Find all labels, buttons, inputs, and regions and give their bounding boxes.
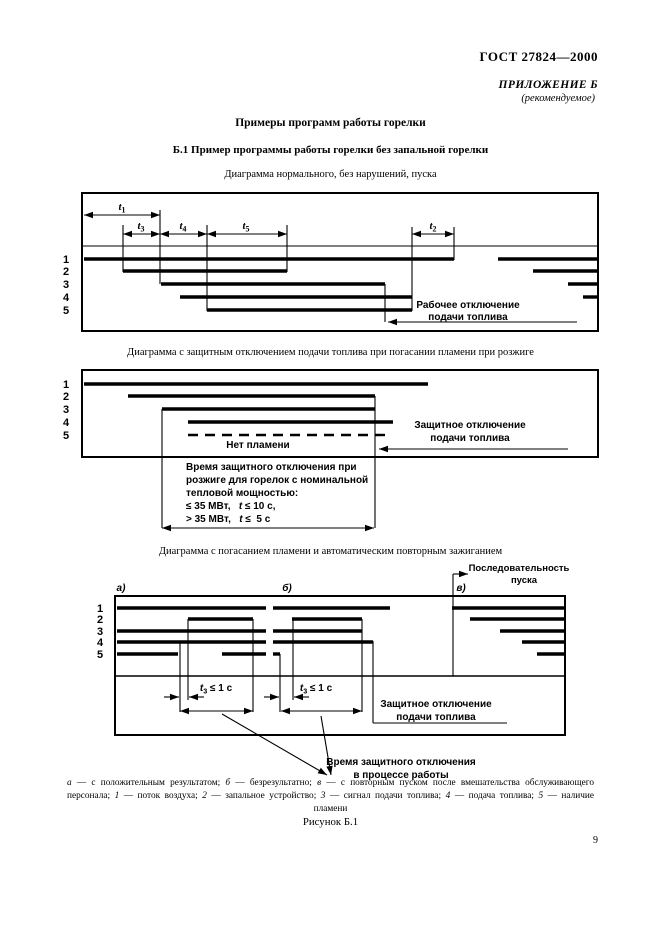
t3-arrow: [294, 693, 309, 701]
row-label-3: 3: [97, 626, 103, 638]
note-line: тепловой мощностью:: [186, 488, 298, 499]
annotation-text: подачи топлива: [428, 312, 508, 323]
appendix-note: (рекомендуемое): [521, 93, 595, 104]
figure-label: Рисунок Б.1: [302, 816, 359, 828]
row-label-5: 5: [63, 430, 69, 442]
shutdown-time-arrow: [180, 707, 253, 715]
row-label-1: 1: [97, 603, 103, 615]
row-label-1: 1: [63, 379, 69, 391]
diagram2-caption: Диаграмма с защитным отключением подачи …: [127, 347, 534, 358]
dim-t4: [160, 230, 207, 238]
row-label-2: 2: [63, 391, 69, 403]
dim-t1: [84, 211, 160, 219]
appendix-label: ПРИЛОЖЕНИЕ Б: [498, 79, 598, 91]
row-label-4: 4: [63, 292, 70, 304]
sequence-arrow: [453, 570, 468, 578]
note-line: ≤ 35 МВт, t ≤ 10 с,: [186, 501, 276, 512]
annotation-text: Рабочее отключение: [416, 299, 520, 311]
annotation-text: Защитное отключение: [380, 699, 492, 710]
t3-label: t3 ≤ 1 с: [200, 683, 233, 696]
row-label-2: 2: [63, 266, 69, 278]
shutdown-time-arrow: [162, 524, 374, 532]
diagram3-box: [114, 595, 566, 736]
diagram1-box: [81, 192, 599, 332]
shutdown-arrow: [379, 445, 568, 453]
row-label-3: 3: [63, 279, 69, 291]
t3-arrow: [189, 693, 204, 701]
dim-t5: [207, 230, 287, 238]
annotation-text: Защитное отключение: [414, 420, 526, 431]
note-line: Время защитного отключения при: [186, 462, 357, 473]
row-label-1: 1: [63, 254, 69, 266]
work-shutdown-label: Время защитного отключения: [326, 757, 476, 768]
sequence-label: пуска: [511, 575, 538, 586]
t3-arrow: [264, 693, 279, 701]
diagram2-box: [81, 369, 599, 458]
dim-t2: [412, 230, 454, 238]
footnote-line: пламени: [313, 804, 348, 814]
annotation-text: подачи топлива: [396, 712, 476, 723]
section-label-v: в): [456, 583, 466, 594]
row-label-2: 2: [97, 614, 103, 626]
dim-t3: [123, 230, 160, 238]
row-label-3: 3: [63, 404, 69, 416]
work-shutdown-label: в процессе работы: [353, 769, 448, 781]
label-t2: t2: [429, 220, 436, 234]
row-label-4: 4: [63, 417, 70, 429]
leader-line: [221, 713, 328, 776]
note-line: розжиге для горелок с номинальной: [186, 475, 368, 486]
section-label-a: а): [117, 583, 127, 594]
shutdown-arrow: [388, 318, 577, 326]
row-label-5: 5: [63, 305, 69, 317]
note-line: > 35 МВт, t ≤ 5 с: [186, 514, 271, 525]
page-title: Примеры программ работы горелки: [235, 117, 426, 129]
sequence-label: Последовательность: [469, 563, 570, 574]
label-t5: t5: [242, 220, 249, 234]
row-label-4: 4: [97, 637, 104, 649]
section-label-b: б): [282, 582, 292, 594]
label-t4: t4: [179, 220, 186, 234]
annotation-text: подачи топлива: [430, 433, 510, 444]
footnote-line: персонала; 1 — поток воздуха; 2 — запаль…: [67, 791, 594, 801]
diagram3-caption: Диаграмма с погасанием пламени и автомат…: [158, 546, 503, 557]
figure-footnote: а — с положительным результатом; б — без…: [67, 777, 594, 816]
page-number: 9: [593, 835, 598, 846]
no-flame-label: Нет пламени: [226, 440, 289, 451]
diagram1-caption: Диаграмма нормального, без нарушений, пу…: [224, 169, 437, 180]
shutdown-time-arrow: [281, 707, 362, 715]
footnote-line: а — с положительным результатом; б — без…: [67, 778, 594, 788]
label-t3: t3: [137, 220, 144, 234]
t3-arrow: [164, 693, 179, 701]
standard-number: ГОСТ 27824—2000: [479, 49, 598, 64]
leader-line: [320, 715, 333, 776]
t3-label: t3 ≤ 1 с: [300, 683, 333, 696]
row-label-5: 5: [97, 649, 103, 661]
label-t1: t1: [118, 201, 125, 215]
section-title: Б.1 Пример программы работы горелки без …: [172, 144, 489, 156]
